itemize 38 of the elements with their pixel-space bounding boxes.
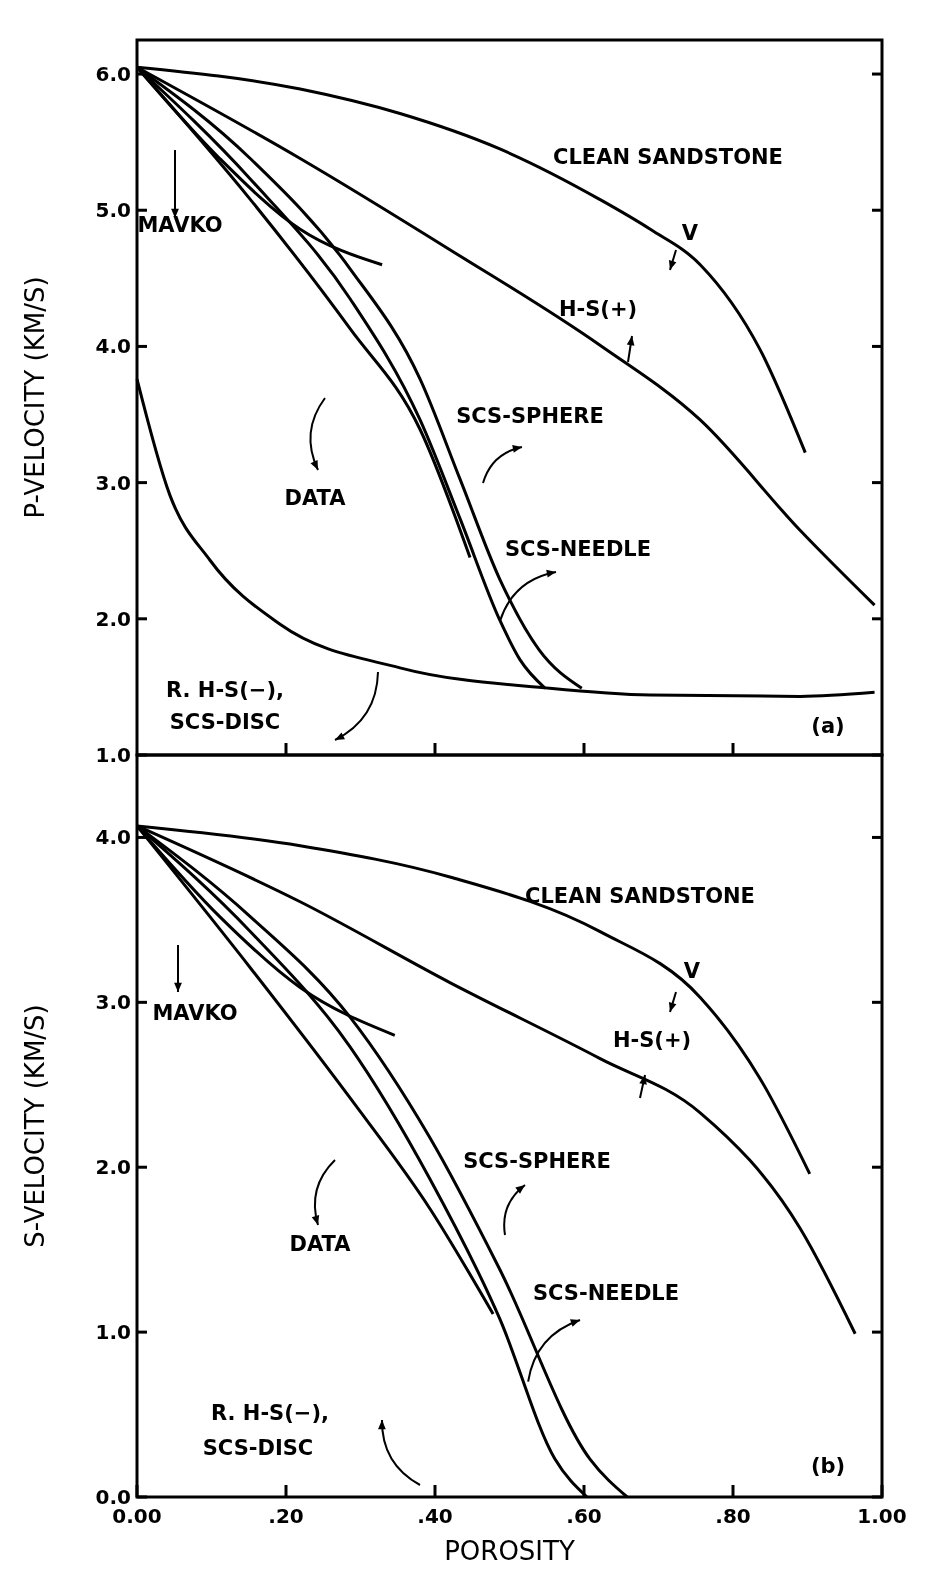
annotation: R. H-S(−), bbox=[210, 1401, 330, 1425]
annotation: SCS-DISC bbox=[169, 710, 281, 734]
y-tick-label: 2.0 bbox=[95, 606, 131, 631]
annotation: SCS-NEEDLE bbox=[532, 1281, 680, 1305]
annotation: SCS-DISC bbox=[202, 1436, 314, 1460]
y-tick-label: 3.0 bbox=[95, 990, 131, 1015]
annotation: SCS-SPHERE bbox=[456, 404, 604, 428]
annotation: DATA bbox=[284, 486, 347, 510]
y-tick-label: 3.0 bbox=[95, 470, 131, 495]
x-tick-label: .60 bbox=[566, 1504, 602, 1528]
y-tick-label: 5.0 bbox=[95, 198, 131, 223]
annotation: CLEAN SANDSTONE bbox=[553, 145, 783, 169]
annotation: DATA bbox=[289, 1232, 352, 1256]
x-tick-label: .20 bbox=[268, 1504, 304, 1528]
annotation: MAVKO bbox=[152, 1001, 238, 1025]
x-tick-label: .80 bbox=[715, 1504, 751, 1528]
annotation: H-S(+) bbox=[612, 1028, 692, 1052]
annotation: (a) bbox=[811, 714, 845, 738]
annotation: SCS-SPHERE bbox=[463, 1149, 611, 1173]
annotation: V bbox=[681, 221, 699, 245]
annotation: R. H-S(−), bbox=[165, 678, 285, 702]
x-tick-label: .40 bbox=[417, 1504, 453, 1528]
annotation: SCS-NEEDLE bbox=[504, 537, 652, 561]
y-tick-label: 1.0 bbox=[95, 1320, 131, 1345]
annotation: MAVKO bbox=[137, 213, 223, 237]
annotation: V bbox=[683, 959, 701, 983]
annotation: CLEAN SANDSTONE bbox=[525, 884, 755, 908]
y-axis-title: P-VELOCITY (KM/S) bbox=[20, 276, 50, 519]
x-axis-title: POROSITY bbox=[444, 1536, 575, 1566]
annotation: H-S(+) bbox=[558, 297, 638, 321]
y-tick-label: 2.0 bbox=[95, 1155, 131, 1180]
y-tick-label: 4.0 bbox=[95, 334, 131, 359]
y-tick-label: 6.0 bbox=[95, 62, 131, 87]
y-axis-title: S-VELOCITY (KM/S) bbox=[20, 1004, 50, 1248]
y-tick-label: 4.0 bbox=[95, 825, 131, 850]
annotation: (b) bbox=[810, 1454, 846, 1478]
x-tick-label: 1.00 bbox=[857, 1504, 907, 1528]
y-tick-label: 1.0 bbox=[95, 743, 131, 767]
